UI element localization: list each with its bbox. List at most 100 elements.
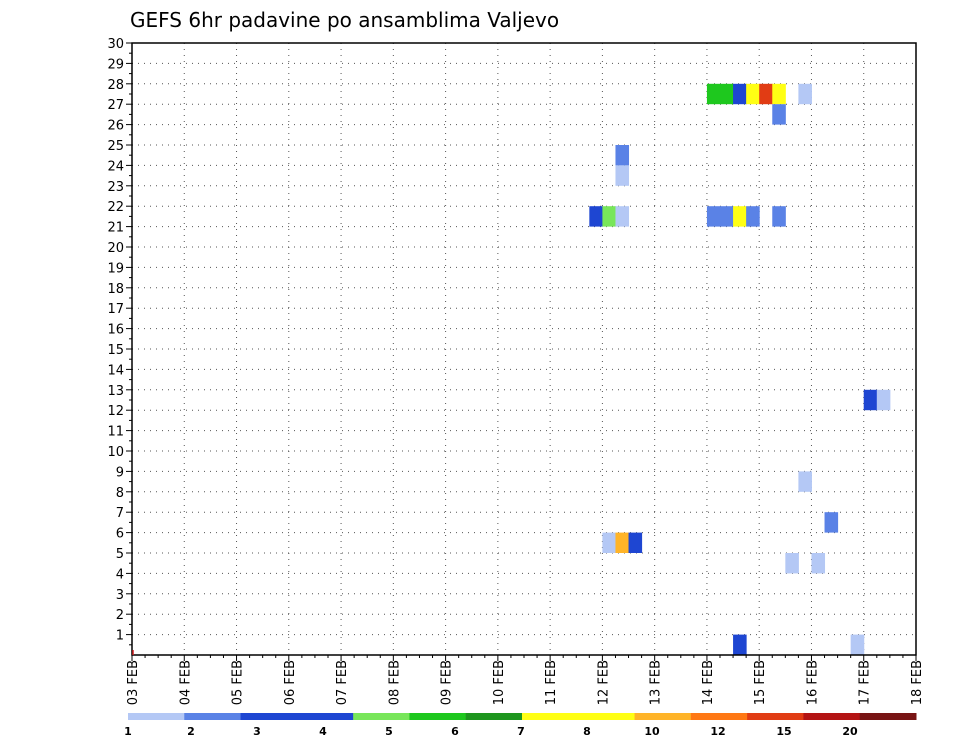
y-tick-label: 28	[107, 78, 124, 93]
y-tick-label: 19	[107, 261, 124, 276]
y-tick-label: 8	[116, 486, 124, 501]
y-tick-label: 10	[107, 445, 124, 460]
precip-cell	[615, 145, 630, 166]
colorbar-segment	[578, 713, 636, 720]
chart-title: GEFS 6hr padavine po ansamblima Valjevo	[130, 8, 559, 32]
precip-cell	[589, 206, 603, 227]
y-tick-label: 9	[116, 465, 124, 480]
colorbar-segment	[747, 713, 804, 720]
y-tick-label: 16	[107, 323, 124, 338]
precip-cell	[798, 83, 812, 105]
y-tick-label: 24	[107, 159, 124, 174]
y-tick-label: 23	[107, 180, 124, 195]
colorbar-segment	[184, 713, 242, 720]
precip-cell	[706, 83, 721, 105]
colorbar-segment	[465, 713, 523, 720]
y-tick-label: 22	[107, 200, 124, 215]
x-tick-label: 12 FEB	[596, 660, 611, 705]
precip-cell	[798, 471, 812, 492]
colorbar-label: 4	[319, 725, 327, 738]
precip-cell	[615, 165, 630, 186]
colorbar-label: 8	[583, 725, 591, 738]
y-tick-label: 12	[107, 404, 124, 419]
precip-cell	[876, 389, 891, 411]
y-tick-label: 6	[116, 527, 124, 542]
y-tick-label: 30	[107, 37, 124, 52]
y-tick-label: 15	[107, 343, 124, 358]
colorbar-label: 12	[710, 725, 725, 738]
precip-cell	[602, 206, 616, 227]
y-tick-label: 7	[116, 506, 124, 521]
precip-cell	[733, 634, 747, 655]
colorbar: 1 2 3 4 5 6 7 8 10 12 15 20	[124, 713, 917, 738]
colorbar-segment	[240, 713, 298, 720]
precip-cell	[863, 389, 878, 411]
precip-cell	[850, 634, 865, 655]
y-axis: 1234567891011121314151617181920212223242…	[107, 37, 132, 646]
x-tick-label: 16 FEB	[805, 660, 820, 705]
precip-cell	[615, 532, 630, 553]
colorbar-segment	[296, 713, 354, 720]
precip-cell	[733, 206, 747, 227]
precip-cell	[785, 553, 799, 574]
colorbar-segment	[522, 713, 579, 720]
y-tick-label: 2	[116, 608, 124, 623]
colorbar-label: 5	[385, 725, 393, 738]
precip-cell	[746, 83, 760, 105]
colorbar-label: 3	[253, 725, 261, 738]
precip-cell	[746, 206, 760, 227]
y-tick-label: 21	[107, 221, 124, 236]
precip-cell	[759, 83, 773, 105]
x-tick-label: 09 FEB	[440, 660, 455, 705]
colorbar-label: 7	[517, 725, 525, 738]
x-tick-label: 10 FEB	[492, 660, 507, 705]
y-tick-label: 18	[107, 282, 124, 297]
y-tick-label: 4	[116, 567, 124, 582]
colorbar-label: 6	[451, 725, 459, 738]
colorbar-label: 15	[776, 725, 791, 738]
colorbar-segment	[634, 713, 692, 720]
precip-cell	[602, 532, 616, 553]
x-tick-label: 06 FEB	[283, 660, 298, 705]
x-tick-label: 11 FEB	[544, 660, 559, 705]
colorbar-label: 20	[842, 725, 858, 738]
precip-cell	[772, 206, 786, 227]
x-tick-label: 15 FEB	[753, 660, 768, 705]
y-tick-label: 25	[107, 139, 124, 154]
x-tick-label: 03 FEB	[126, 660, 141, 705]
y-tick-label: 3	[116, 588, 124, 603]
y-tick-label: 14	[107, 363, 124, 378]
precip-cell	[733, 83, 747, 105]
x-axis: 03 FEB 04 FEB 05 FEB 06 FEB 07 FEB 08 FEB 09 F…	[126, 650, 925, 705]
precip-cell	[824, 512, 839, 533]
precip-cell	[811, 553, 826, 574]
y-tick-label: 1	[116, 629, 124, 644]
x-tick-label: 14 FEB	[701, 660, 716, 705]
colorbar-segment	[859, 713, 917, 720]
colorbar-segment	[690, 713, 748, 720]
precip-cell	[615, 206, 630, 227]
precip-cell	[706, 206, 721, 227]
y-tick-label: 11	[107, 425, 124, 440]
precip-cell	[628, 532, 643, 553]
x-tick-label: 05 FEB	[231, 660, 246, 705]
y-tick-label: 26	[107, 119, 124, 134]
colorbar-label: 1	[124, 725, 132, 738]
colorbar-label: 10	[644, 725, 660, 738]
x-tick-label: 07 FEB	[335, 660, 350, 705]
colorbar-segment	[128, 713, 185, 720]
x-tick-label: 08 FEB	[387, 660, 402, 705]
colorbar-label: 2	[187, 725, 195, 738]
precip-cell	[772, 104, 786, 125]
precip-cells	[589, 83, 891, 655]
precip-cell	[720, 206, 734, 227]
y-tick-label: 5	[116, 547, 124, 562]
precip-cell	[720, 83, 734, 105]
y-tick-label: 20	[107, 241, 124, 256]
y-tick-label: 27	[107, 98, 124, 113]
y-tick-label: 29	[107, 57, 124, 72]
colorbar-segment	[409, 713, 467, 720]
x-tick-label: 04 FEB	[178, 660, 193, 705]
colorbar-segment	[353, 713, 410, 720]
